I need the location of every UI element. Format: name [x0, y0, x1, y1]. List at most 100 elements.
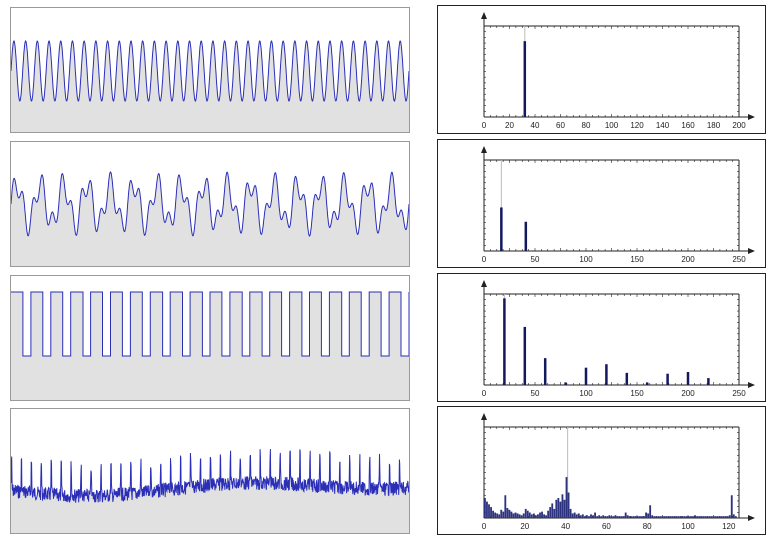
spectrum-bar: [718, 516, 721, 518]
waveform-plot: [11, 40, 409, 132]
spectrum-bar: [653, 516, 656, 518]
spectrum-bar: [573, 512, 576, 518]
spectrum-bar: [637, 516, 639, 518]
spectrum-bar: [618, 516, 621, 518]
x-tick-label: 20: [505, 121, 514, 130]
spectrum-bar: [524, 221, 528, 251]
spectrum-bar: [549, 507, 552, 518]
spectrum-bar: [563, 499, 566, 518]
spectrum-bar: [651, 515, 654, 518]
spectrum-bar: [545, 515, 548, 518]
spectrum-bar: [667, 516, 670, 518]
x-tick-label: 60: [556, 121, 565, 130]
x-tick-label: 80: [582, 121, 591, 130]
spectrum-bar: [594, 512, 596, 518]
spectrum-bar: [557, 497, 560, 518]
spectrum-bar: [583, 516, 586, 518]
spectrum-bar: [712, 516, 715, 518]
x-tick-label: 100: [579, 255, 593, 264]
x-tick-label: 200: [681, 255, 695, 264]
waveform-panel-sine: [10, 7, 410, 133]
spectrum-bar: [698, 516, 701, 518]
spectrum-bar: [484, 497, 486, 518]
spectrum-bar: [537, 514, 539, 518]
x-tick-label: 150: [630, 255, 644, 264]
spectrum-plot: 0 50 100 150 200 250: [481, 280, 755, 398]
spectrum-bar: [724, 516, 727, 518]
spectrum-bar: [612, 516, 615, 518]
spectrum-bar: [581, 514, 584, 518]
waveform-line: [11, 40, 409, 102]
spectrum-bar: [616, 516, 619, 518]
spectrum-bar: [592, 515, 594, 518]
spectrum-bar: [510, 511, 513, 518]
spectrum-bar: [503, 298, 506, 385]
x-tick-label: 160: [681, 121, 695, 130]
spectrum-bar: [500, 207, 503, 251]
x-tick-label: 200: [732, 121, 746, 130]
spectrum-bar: [551, 503, 554, 518]
spectrum-bar: [518, 514, 521, 518]
x-tick-label: 40: [561, 522, 570, 531]
x-tick-label: 0: [482, 121, 487, 130]
spectrum-bar: [665, 516, 668, 518]
waveform-line: [11, 448, 409, 503]
spectrum-bar: [564, 382, 567, 385]
x-tick-label: 50: [531, 255, 540, 264]
waveform-plot: [11, 448, 409, 533]
spectrum-bar: [700, 516, 703, 518]
spectrum-bar: [586, 515, 588, 518]
spectrum-bar: [669, 516, 672, 518]
spectrum-bar: [535, 515, 537, 518]
x-tick-label: 50: [531, 389, 540, 398]
spectrum-bar: [520, 515, 523, 518]
x-tick-label: 250: [732, 389, 746, 398]
spectrum-bar: [602, 515, 605, 518]
spectrum-bar: [486, 501, 488, 518]
waveform-plot: [11, 291, 409, 400]
y-axis-arrow: [481, 280, 487, 287]
spectrum-plot: 0 20 40 60 80 100 120 140 160 180 200: [481, 12, 755, 130]
spectrum-bar: [579, 515, 582, 518]
spectrum-panel-two-tone: 0 50 100 150 200 250: [437, 139, 766, 268]
x-tick-label: 180: [707, 121, 721, 130]
spectrum-bar: [659, 516, 662, 518]
spectrum-bar: [716, 516, 719, 518]
spectrum-bar: [516, 513, 519, 518]
x-axis-arrow: [748, 114, 755, 120]
spectrum-bar: [726, 516, 729, 518]
waveform-plot: [11, 171, 409, 266]
spectrum-bar: [620, 516, 623, 518]
waveform-panel-noisy: [10, 408, 410, 534]
spectrum-bar: [565, 477, 568, 518]
x-tick-label: 150: [630, 389, 644, 398]
spectrum-bar: [686, 372, 690, 385]
spectrum-bar: [530, 514, 533, 518]
spectrum-bar: [559, 501, 562, 518]
spectrum-plot: 0 20 40 60 80 100 120: [481, 413, 755, 531]
x-tick-label: 140: [656, 121, 670, 130]
spectrum-bar: [685, 516, 688, 518]
y-axis-arrow: [481, 146, 487, 153]
spectrum-bar: [490, 507, 492, 518]
spectrum-bar: [734, 516, 737, 518]
waveform-fill: [11, 41, 409, 132]
spectrum-bar: [502, 511, 505, 518]
spectrum-bar: [569, 508, 572, 518]
spectrum-bar: [710, 516, 713, 518]
spectrum-bar: [681, 516, 684, 518]
spectrum-bar: [696, 516, 698, 518]
spectrum-bar: [498, 514, 501, 518]
spectrum-bar: [679, 516, 682, 518]
spectrum-bar: [647, 513, 650, 518]
spectrum-bar: [598, 515, 601, 518]
spectrum-bar: [675, 516, 678, 518]
spectrum-bar: [683, 516, 686, 518]
spectrum-bar: [632, 516, 635, 518]
spectrum-bar: [514, 512, 517, 518]
spectrum-bar: [512, 513, 515, 518]
spectrum-bar: [590, 514, 592, 518]
spectrum-bar: [528, 512, 531, 518]
spectrum-bar: [614, 515, 617, 518]
x-tick-label: 0: [482, 389, 487, 398]
